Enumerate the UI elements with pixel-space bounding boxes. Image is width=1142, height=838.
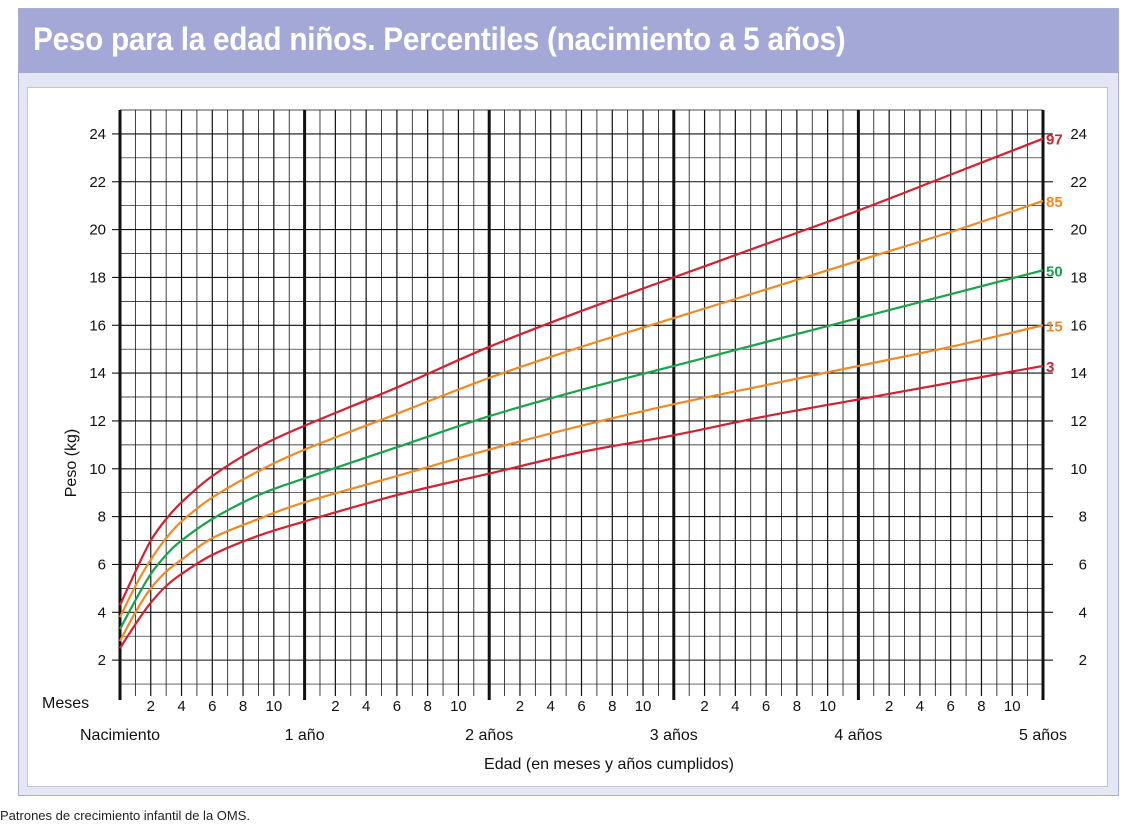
percentile-85-label: 85 [1046,194,1063,211]
percentile-15-label: 15 [1046,318,1063,335]
x-month-tick-label: 4 [362,698,370,715]
x-month-tick-label: 8 [423,698,431,715]
y-tick-label-right: 8 [1079,509,1087,526]
y-axis-label: Peso (kg) [63,429,80,497]
chart-title: Peso para la edad niños. Percentiles (na… [33,21,846,57]
y-tick-label-left: 16 [89,317,106,334]
y-tick-label-left: 20 [89,222,106,239]
x-month-tick-label: 6 [577,698,585,715]
x-month-tick-label: 10 [265,698,282,715]
x-month-tick-label: 4 [731,698,739,715]
x-month-tick-label: 6 [762,698,770,715]
x-month-tick-label: 8 [793,698,801,715]
footer-note: Patrones de crecimiento infantil de la O… [0,808,251,823]
percentile-3-line [119,364,1044,649]
y-tick-label-left: 8 [98,509,106,526]
x-year-tick-label: Nacimiento [80,727,160,744]
percentile-97-line [119,137,1044,606]
percentile-97-label: 97 [1046,132,1063,149]
x-year-tick-label: 4 años [834,727,882,744]
x-year-tick-label: 3 años [650,727,698,744]
x-month-tick-label: 4 [547,698,555,715]
chart-panel: 97 85 50 15 3 2 2 4 4 6 6 8 8 10 10 12 12 14 14 16 16 18 18 20… [27,87,1108,787]
month-row-label: Meses [42,695,89,712]
x-month-tick-label: 6 [393,698,401,715]
x-month-tick-label: 8 [608,698,616,715]
x-month-tick-label: 2 [516,698,524,715]
percentile-50-label: 50 [1046,263,1063,280]
percentile-85-line [119,199,1044,618]
y-tick-label-left: 24 [89,126,106,143]
x-month-tick-label: 10 [819,698,836,715]
y-tick-label-right: 2 [1079,652,1087,669]
chart-frame: Peso para la edad niños. Percentiles (na… [18,8,1119,796]
x-month-tick-label: 8 [977,698,985,715]
title-bar: Peso para la edad niños. Percentiles (na… [19,9,1118,73]
y-tick-label-left: 4 [98,604,106,621]
y-tick-label-right: 18 [1070,269,1087,286]
x-month-tick-label: 2 [331,698,339,715]
x-month-tick-label: 4 [177,698,185,715]
percentile-15-line [119,324,1044,642]
x-month-tick-label: 6 [947,698,955,715]
x-month-tick-label: 8 [239,698,247,715]
percentile-3-label: 3 [1046,359,1054,376]
x-year-tick-label: 2 años [465,727,513,744]
x-month-tick-label: 2 [700,698,708,715]
y-tick-label-right: 10 [1070,461,1087,478]
y-tick-label-left: 18 [89,269,106,286]
x-axis-label: Edad (en meses y años cumplidos) [484,756,734,773]
x-month-tick-label: 10 [1004,698,1021,715]
y-tick-label-right: 24 [1070,126,1087,143]
y-tick-label-left: 6 [98,556,106,573]
y-tick-label-right: 6 [1079,556,1087,573]
y-tick-label-left: 22 [89,174,106,191]
x-year-tick-label: 5 años [1019,727,1067,744]
x-year-tick-label: 1 año [285,727,325,744]
x-month-tick-label: 10 [635,698,652,715]
percentile-50-line [119,269,1044,630]
y-tick-label-right: 4 [1079,604,1087,621]
y-tick-label-right: 12 [1070,413,1087,430]
y-tick-label-left: 12 [89,413,106,430]
y-tick-label-left: 14 [89,365,106,382]
grid [112,109,1053,700]
x-month-tick-label: 6 [208,698,216,715]
x-month-tick-label: 2 [147,698,155,715]
y-tick-label-left: 10 [89,461,106,478]
y-tick-label-right: 20 [1070,222,1087,239]
y-tick-label-right: 16 [1070,317,1087,334]
x-month-tick-label: 10 [450,698,467,715]
percentile-curves: 97 85 50 15 3 [119,132,1063,649]
x-month-tick-label: 4 [916,698,924,715]
y-tick-label-right: 14 [1070,365,1087,382]
y-tick-label-right: 22 [1070,174,1087,191]
x-month-tick-label: 2 [885,698,893,715]
y-tick-label-left: 2 [98,652,106,669]
